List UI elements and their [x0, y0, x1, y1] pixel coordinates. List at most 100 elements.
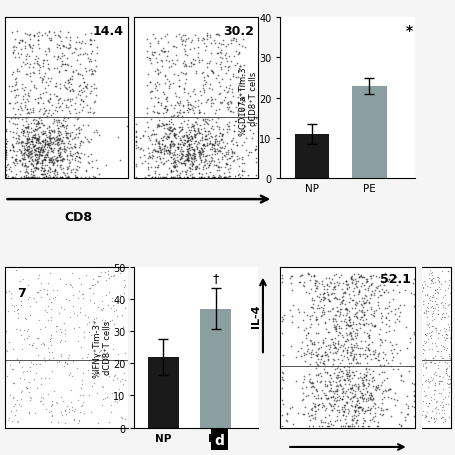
Point — [19, 128, 26, 135]
Point — [144, 71, 152, 78]
Point — [434, 379, 441, 387]
Point — [21, 44, 29, 51]
Point — [303, 341, 310, 349]
Point — [435, 378, 443, 385]
Point — [347, 417, 354, 424]
Point — [330, 323, 338, 330]
Point — [88, 50, 95, 57]
Point — [355, 409, 362, 416]
Point — [34, 145, 41, 152]
Point — [298, 339, 305, 346]
Point — [335, 409, 342, 416]
Point — [196, 148, 203, 155]
Point — [172, 135, 180, 142]
Point — [440, 300, 448, 307]
Point — [430, 418, 437, 425]
Point — [28, 150, 35, 157]
Point — [25, 409, 32, 416]
Point — [55, 310, 62, 317]
Point — [278, 422, 285, 430]
Point — [65, 84, 72, 91]
Point — [344, 409, 351, 416]
Point — [62, 67, 69, 74]
Point — [354, 422, 361, 430]
Point — [85, 328, 92, 335]
Point — [180, 63, 187, 71]
Point — [48, 397, 56, 404]
Point — [2, 144, 10, 152]
Point — [307, 337, 314, 344]
Point — [185, 142, 192, 150]
Point — [332, 397, 339, 404]
Point — [359, 382, 367, 389]
Point — [59, 59, 66, 66]
Point — [251, 147, 258, 154]
Point — [313, 293, 320, 300]
Point — [105, 373, 112, 380]
Point — [39, 142, 46, 149]
Point — [337, 382, 344, 389]
Point — [195, 153, 202, 160]
Point — [43, 152, 50, 159]
Point — [377, 286, 384, 293]
Point — [178, 133, 185, 141]
Point — [39, 138, 46, 146]
Point — [218, 150, 225, 157]
Bar — [147, 357, 179, 428]
Point — [445, 289, 452, 297]
Point — [30, 375, 38, 382]
Point — [183, 132, 191, 140]
Point — [428, 323, 435, 330]
Point — [245, 149, 253, 157]
Point — [202, 132, 209, 139]
Point — [177, 120, 184, 127]
Point — [24, 90, 31, 97]
Point — [217, 47, 225, 55]
Point — [40, 157, 48, 164]
Point — [348, 369, 355, 376]
Point — [374, 351, 381, 358]
Point — [184, 109, 192, 116]
Point — [121, 289, 128, 297]
Point — [300, 410, 307, 418]
Point — [5, 308, 12, 315]
Point — [316, 312, 324, 319]
Point — [226, 82, 233, 89]
Point — [217, 145, 225, 152]
Point — [342, 372, 349, 379]
Point — [101, 394, 108, 402]
Point — [180, 173, 187, 181]
Point — [435, 410, 442, 417]
Point — [314, 391, 321, 399]
Point — [181, 48, 188, 55]
Point — [211, 111, 218, 118]
Point — [90, 81, 97, 89]
Point — [222, 50, 229, 57]
Point — [443, 313, 450, 320]
Point — [154, 141, 162, 148]
Point — [232, 39, 239, 46]
Point — [35, 124, 42, 131]
Point — [183, 97, 191, 105]
Point — [320, 392, 328, 399]
Point — [375, 292, 383, 299]
Point — [176, 111, 183, 118]
Point — [29, 169, 36, 176]
Point — [320, 390, 327, 397]
Point — [181, 71, 188, 79]
Point — [15, 315, 22, 322]
Point — [66, 88, 74, 95]
Point — [405, 368, 412, 375]
Point — [107, 305, 115, 312]
Point — [370, 404, 378, 411]
Point — [53, 399, 60, 406]
Point — [27, 161, 35, 168]
Point — [427, 376, 435, 384]
Point — [25, 143, 32, 151]
Point — [439, 414, 446, 421]
Point — [312, 394, 319, 402]
Point — [37, 341, 44, 348]
Point — [203, 33, 211, 40]
Point — [216, 144, 223, 152]
Point — [49, 173, 56, 181]
